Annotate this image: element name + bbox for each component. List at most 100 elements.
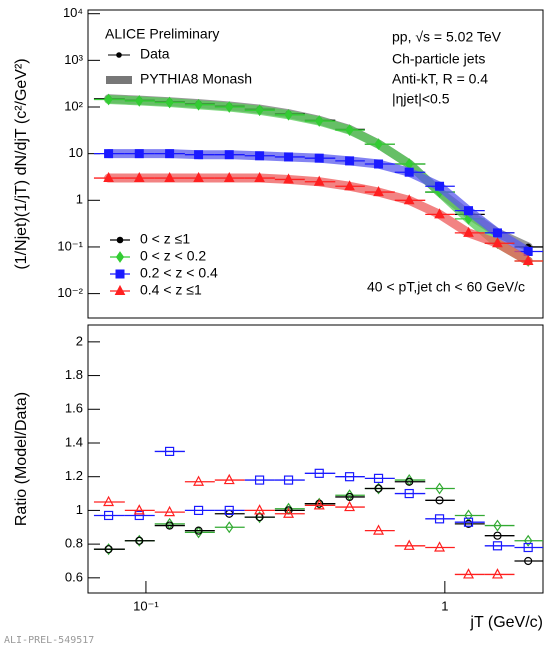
y-tick-label: 2 <box>76 333 83 348</box>
marker <box>104 543 113 556</box>
y-tick-label: 10⁻¹ <box>57 238 83 253</box>
annotation: |ηjet|<0.5 <box>392 91 450 107</box>
annotation: PYTHIA8 Monash <box>140 71 252 87</box>
marker <box>194 526 203 535</box>
marker <box>345 156 355 166</box>
annotation: Data <box>140 46 170 62</box>
marker <box>284 152 294 162</box>
marker <box>225 521 234 534</box>
annotation: pp, √s = 5.02 TeV <box>392 29 502 45</box>
marker <box>344 472 355 482</box>
marker <box>404 488 414 499</box>
marker <box>134 510 144 521</box>
marker <box>255 151 265 161</box>
marker <box>492 237 503 248</box>
marker <box>194 150 204 160</box>
marker <box>403 539 415 550</box>
marker <box>492 541 503 551</box>
marker <box>523 542 533 553</box>
marker <box>435 496 444 505</box>
y-tick-label: 0.8 <box>65 536 83 551</box>
annotation: Anti-kT, R = 0.4 <box>392 71 488 87</box>
marker <box>135 95 144 107</box>
marker <box>344 500 356 512</box>
marker <box>373 524 385 535</box>
marker <box>103 495 115 507</box>
marker <box>463 568 475 579</box>
marker <box>374 159 384 169</box>
marker <box>115 251 125 263</box>
legend-label: 0.2 < z < 0.4 <box>140 265 218 281</box>
marker <box>434 208 445 219</box>
marker <box>133 171 145 183</box>
marker <box>493 519 502 532</box>
y-tick-label: 1.6 <box>65 401 83 416</box>
marker <box>254 171 265 183</box>
legend-label: 0 < z < 0.2 <box>140 248 206 264</box>
marker <box>223 171 235 183</box>
marker <box>435 482 444 495</box>
y-tick-label: 10³ <box>64 52 83 67</box>
marker <box>255 104 264 117</box>
marker <box>254 504 266 515</box>
legend-data-marker <box>116 52 122 58</box>
marker <box>434 514 445 524</box>
marker <box>374 484 383 493</box>
marker <box>463 517 474 527</box>
marker <box>404 167 414 177</box>
marker <box>165 149 175 159</box>
marker <box>165 521 174 530</box>
marker <box>403 194 415 205</box>
marker <box>134 149 144 159</box>
y-tick-label: 10² <box>64 98 83 113</box>
y-tick-label: 1.4 <box>65 434 83 449</box>
marker <box>314 153 324 163</box>
marker <box>284 108 293 121</box>
marker <box>374 138 383 150</box>
marker <box>254 475 265 485</box>
marker <box>115 269 125 279</box>
marker <box>373 186 384 197</box>
y-tick-label: 10⁴ <box>63 5 83 20</box>
marker <box>345 492 354 502</box>
marker <box>194 98 203 111</box>
marker <box>135 534 144 547</box>
x-tick-label: 10⁻¹ <box>133 598 159 613</box>
frame <box>87 9 544 319</box>
marker <box>522 254 534 265</box>
y-tick-label: 10⁻² <box>57 285 83 300</box>
marker <box>104 545 113 554</box>
marker <box>405 477 414 486</box>
marker <box>463 226 474 237</box>
marker <box>283 173 294 184</box>
marker <box>374 482 383 495</box>
marker <box>313 175 325 186</box>
marker <box>103 510 114 521</box>
marker <box>133 504 145 515</box>
legend-label: 0.4 < z ≤1 <box>140 282 202 298</box>
marker <box>103 171 114 183</box>
marker <box>283 507 295 518</box>
marker <box>193 475 205 486</box>
marker <box>104 93 113 106</box>
marker <box>524 556 533 566</box>
annotation: Ch-particle jets <box>392 51 485 67</box>
marker <box>225 101 234 113</box>
x-tick-label: 1 <box>441 598 448 613</box>
footer: ALI-PREL-549517 <box>4 635 94 646</box>
marker <box>523 534 533 547</box>
marker <box>135 536 144 545</box>
x-axis-label: jT (GeV/c) <box>469 614 543 631</box>
y-axis-label: Ratio (Model/Data) <box>13 392 30 526</box>
frame <box>87 324 544 594</box>
legend-label: 0 < z ≤1 <box>140 231 190 247</box>
marker <box>116 236 124 244</box>
marker <box>492 228 502 238</box>
marker <box>255 511 264 524</box>
marker <box>491 568 503 579</box>
marker <box>104 149 114 159</box>
marker <box>464 206 474 216</box>
y-tick-label: 1.8 <box>65 367 83 382</box>
